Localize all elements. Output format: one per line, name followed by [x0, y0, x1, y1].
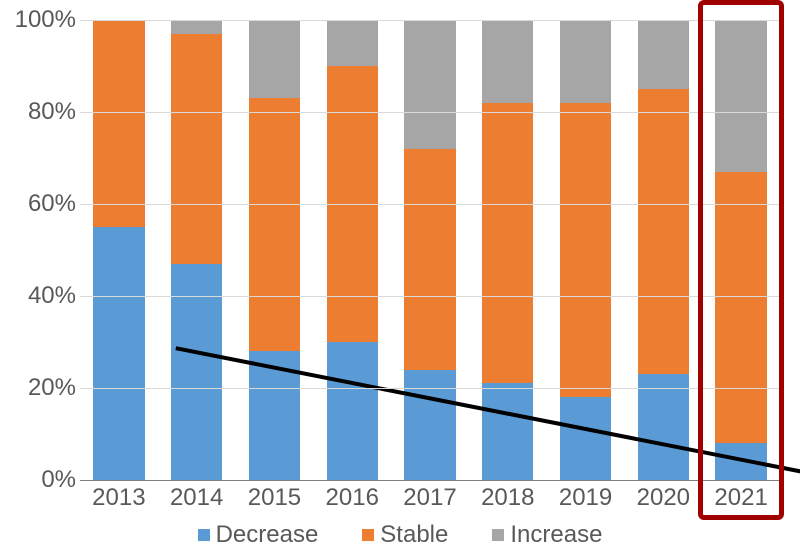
segment-stable: [404, 149, 455, 370]
bar-2013: [93, 20, 144, 480]
bar-2018: [482, 20, 533, 480]
segment-stable: [638, 89, 689, 374]
bar-2017: [404, 20, 455, 480]
segment-decrease: [327, 342, 378, 480]
y-tick-label: 0%: [41, 466, 76, 494]
legend-label: Increase: [510, 521, 602, 549]
segment-increase: [171, 20, 222, 34]
bar-2015: [249, 20, 300, 480]
segment-decrease: [249, 351, 300, 480]
x-tick-label: 2017: [403, 484, 456, 512]
segment-decrease: [560, 397, 611, 480]
legend-item-increase: Increase: [492, 521, 602, 549]
legend-swatch: [362, 529, 374, 541]
y-tick-label: 100%: [15, 6, 76, 34]
segment-stable: [171, 34, 222, 264]
gridline: [80, 388, 780, 389]
segment-decrease: [638, 374, 689, 480]
segment-decrease: [93, 227, 144, 480]
segment-increase: [638, 20, 689, 89]
legend-swatch: [492, 529, 504, 541]
x-tick-label: 2019: [559, 484, 612, 512]
gridline: [80, 112, 780, 113]
bar-2019: [560, 20, 611, 480]
segment-increase: [249, 20, 300, 98]
segment-decrease: [404, 370, 455, 480]
legend: Decrease Stable Increase: [0, 520, 800, 549]
y-tick-label: 40%: [28, 282, 76, 310]
segment-increase: [482, 20, 533, 103]
legend-swatch: [198, 529, 210, 541]
legend-label: Decrease: [216, 521, 319, 549]
x-tick-label: 2015: [248, 484, 301, 512]
segment-stable: [93, 20, 144, 227]
x-tick-label: 2014: [170, 484, 223, 512]
legend-label: Stable: [380, 521, 448, 549]
x-tick-label: 2020: [637, 484, 690, 512]
bar-2016: [327, 20, 378, 480]
stacked-bar-chart: 0% 20% 40% 60% 80% 100% 2013 2014 2015 2016 2017 2…: [0, 0, 800, 558]
bar-2020: [638, 20, 689, 480]
gridline: [80, 20, 780, 21]
segment-decrease: [482, 383, 533, 480]
highlight-box-2021: [698, 0, 784, 520]
legend-item-decrease: Decrease: [198, 521, 319, 549]
segment-stable: [249, 98, 300, 351]
plot-area: [80, 20, 780, 480]
segment-increase: [327, 20, 378, 66]
y-tick-label: 60%: [28, 190, 76, 218]
segment-stable: [482, 103, 533, 384]
gridline: [80, 296, 780, 297]
legend-item-stable: Stable: [362, 521, 448, 549]
gridline: [80, 480, 780, 481]
x-tick-label: 2018: [481, 484, 534, 512]
gridline: [80, 204, 780, 205]
segment-stable: [560, 103, 611, 397]
x-tick-label: 2013: [92, 484, 145, 512]
x-tick-label: 2016: [326, 484, 379, 512]
y-tick-label: 80%: [28, 98, 76, 126]
segment-increase: [404, 20, 455, 149]
segment-increase: [560, 20, 611, 103]
bar-2014: [171, 20, 222, 480]
y-tick-label: 20%: [28, 374, 76, 402]
bars-layer: [80, 20, 780, 480]
